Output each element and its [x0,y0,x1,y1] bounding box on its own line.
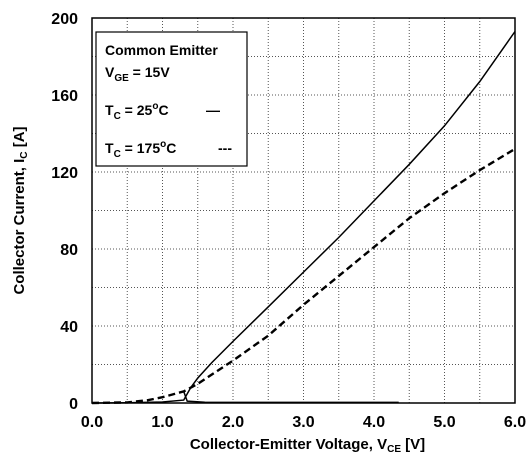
y-tick-label: 80 [60,242,78,259]
series-layer [91,31,516,405]
y-axis-title: Collector Current, IC [A] [11,126,30,294]
y-axis-title-unit: [A] [11,126,28,151]
legend-entry-175c: TC = 175oC [105,139,176,160]
legend-box [95,31,248,167]
legend-condition: VGE = 15V [105,64,170,84]
legend-25c-main: T [105,102,114,118]
series-line-25c [91,31,516,404]
series-line-25c-lower-branch [182,391,399,404]
series-line-175c [91,147,516,405]
grid-lines [92,18,515,403]
legend-175c-sup: o [160,139,166,150]
y-tick-label: 120 [51,165,78,182]
x-tick-label: 6.0 [504,414,526,431]
x-tick-label: 4.0 [363,414,385,431]
legend-25c-sub: C [114,111,121,122]
x-axis-title: Collector-Emitter Voltage, VCE [V] [190,436,425,455]
legend-175c-unit: C [166,140,176,156]
legend-25c-sup: o [152,101,158,112]
legend-entry-25c: TC = 25oC [105,101,169,122]
x-axis-title-sub: CE [387,444,401,455]
x-tick-label: 2.0 [222,414,244,431]
legend-175c-sub: C [114,149,121,160]
x-axis-title-main: Collector-Emitter Voltage, V [190,436,387,453]
legend-175c-rest: = 175 [121,140,161,156]
legend-title: Common Emitter [105,42,218,58]
y-axis-title-sub: C [19,151,30,158]
y-tick-label: 0 [69,396,78,413]
y-tick-label: 200 [51,11,78,28]
x-tick-label: 3.0 [292,414,314,431]
legend-175c-marker: --- [218,140,232,156]
y-tick-label: 160 [51,88,78,105]
x-axis-title-unit: [V] [401,436,425,453]
x-tick-label: 0.0 [81,414,103,431]
legend-condition-sub: GE [114,73,129,84]
legend-condition-main: V [105,64,115,80]
x-tick-label: 5.0 [433,414,455,431]
axis-ticks: 0.0 1.0 2.0 3.0 4.0 5.0 6.0 0 40 80 120 160 200 [51,11,526,431]
legend: Common Emitter VGE = 15V TC = 25oC — TC … [95,31,248,167]
legend-25c-unit: C [158,102,168,118]
legend-condition-rest: = 15V [129,64,171,80]
legend-175c-main: T [105,140,114,156]
legend-25c-marker: — [206,102,220,118]
y-axis-title-main: Collector Current, I [11,159,28,295]
legend-25c-rest: = 25 [121,102,153,118]
x-tick-label: 1.0 [151,414,173,431]
y-tick-label: 40 [60,319,78,336]
